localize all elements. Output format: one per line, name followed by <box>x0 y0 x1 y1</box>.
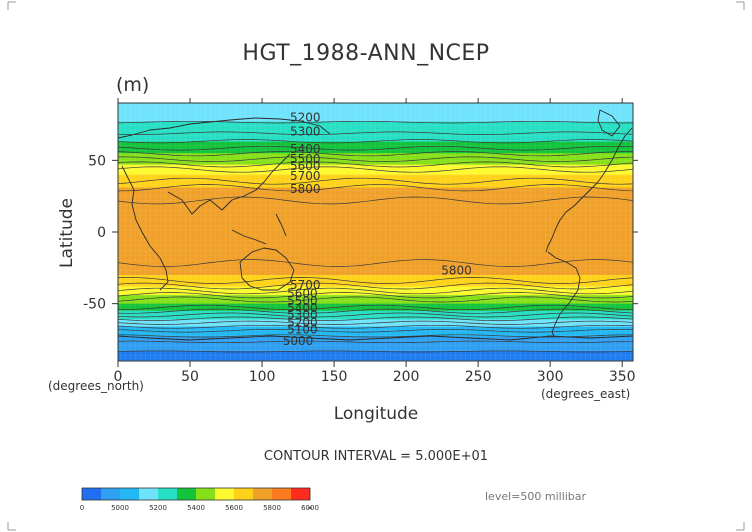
x-tick-label: 250 <box>465 369 492 385</box>
contour-line <box>118 329 633 333</box>
x-axis-label: Longitude <box>334 404 419 424</box>
contour-line <box>118 177 633 185</box>
contour-label: 5400 <box>290 142 321 156</box>
contour-label: 5500 <box>290 152 321 166</box>
contour-line <box>118 145 633 151</box>
contour-line <box>118 308 633 314</box>
contour-label: 5700 <box>290 278 321 292</box>
contour-label: 5300 <box>287 308 318 322</box>
y-tick-label: 0 <box>97 225 106 241</box>
colorbar: 0 5000 5200 5400 5600 5800 6000∞ <box>80 487 319 512</box>
contour-line <box>118 277 633 284</box>
colorbar-swatch <box>272 488 292 500</box>
x-tick-label: 350 <box>609 369 636 385</box>
y-axis-label: Latitude <box>57 198 77 268</box>
contour-label: 5500 <box>287 294 318 308</box>
contour-label: 5400 <box>287 301 318 315</box>
contour-line <box>118 287 633 295</box>
colorbar-swatch <box>158 488 178 500</box>
colorbar-label: 5600 <box>225 504 243 512</box>
contour-line <box>118 139 633 144</box>
colorbar-frame <box>81 487 311 501</box>
x-tick-label: 0 <box>114 369 123 385</box>
contour-line <box>118 120 633 124</box>
colorbar-label: 5200 <box>149 504 167 512</box>
colorbar-swatch <box>120 488 140 500</box>
contour-line <box>118 320 633 325</box>
contour-line <box>118 292 633 299</box>
contour-label: 5800 <box>290 182 321 196</box>
contour-line <box>118 282 633 290</box>
contour-line <box>118 312 633 318</box>
y-tick-label: 50 <box>88 153 106 169</box>
colorbar-label: ∞ <box>307 504 313 512</box>
x-tick-label: 150 <box>321 369 348 385</box>
y-tick-label: -50 <box>83 297 106 313</box>
contour-line <box>118 161 633 168</box>
contour-line <box>118 296 633 303</box>
colorbar-label: 0 <box>80 504 84 512</box>
contour-label: 5700 <box>290 169 321 183</box>
x-axis-ticks: 0 50 100 150 200 250 300 350 <box>114 98 636 385</box>
colorbar-label: 5800 <box>263 504 281 512</box>
contour-line <box>118 304 633 311</box>
colorbar-swatch <box>253 488 273 500</box>
colorbar-label: 5400 <box>187 504 205 512</box>
x-tick-label: 100 <box>249 369 276 385</box>
x-units-label: (degrees_east) <box>541 387 630 401</box>
contour-line <box>118 151 633 157</box>
contour-line <box>118 196 633 205</box>
x-tick-label: 50 <box>181 369 199 385</box>
plot-area: 5200530054005500560057005800580057005600… <box>118 103 633 361</box>
page-corner-marks <box>7 1 745 531</box>
x-tick-label: 200 <box>393 369 420 385</box>
contour-label: 5600 <box>287 287 318 301</box>
colorbar-swatch <box>101 488 121 500</box>
contour-labels: 5200530054005500560057005800580057005600… <box>283 110 472 348</box>
contour-lines <box>118 120 633 353</box>
colorbar-swatch <box>196 488 216 500</box>
colorbar-label: 5000 <box>111 504 129 512</box>
contour-label: 5200 <box>287 315 318 329</box>
contour-line <box>118 334 633 338</box>
x-tick-label: 300 <box>537 369 564 385</box>
colorbar-swatch <box>177 488 197 500</box>
contour-line <box>118 340 633 344</box>
contour-label: 5000 <box>283 334 314 348</box>
colorbar-swatch <box>139 488 159 500</box>
contour-label: 5200 <box>290 110 321 124</box>
y-units-label: (degrees_north) <box>48 379 144 393</box>
contour-line <box>118 259 633 267</box>
contour-interval-text: CONTOUR INTERVAL = 5.000E+01 <box>264 449 488 464</box>
colorbar-swatch <box>215 488 235 500</box>
units-label: (m) <box>116 74 149 96</box>
contour-line <box>118 184 633 192</box>
colorbar-swatch <box>291 488 311 500</box>
contour-line <box>118 166 633 173</box>
contour-line <box>118 316 633 321</box>
chart-title: HGT_1988-ANN_NCEP <box>242 41 489 66</box>
contour-line <box>118 350 633 353</box>
y-axis-ticks: 50 0 -50 <box>83 153 638 313</box>
contour-label: 5300 <box>290 125 321 139</box>
colorbar-label: 6000 <box>301 504 319 512</box>
contour-line <box>118 131 633 135</box>
colorbar-swatch <box>82 488 102 500</box>
level-text: level=500 millibar <box>485 490 587 503</box>
contour-line <box>118 156 633 162</box>
contour-label: 5800 <box>441 264 472 278</box>
contour-label: 5600 <box>290 159 321 173</box>
contour-label: 5100 <box>287 322 318 336</box>
colorbar-swatch <box>234 488 254 500</box>
contour-line <box>118 324 633 329</box>
